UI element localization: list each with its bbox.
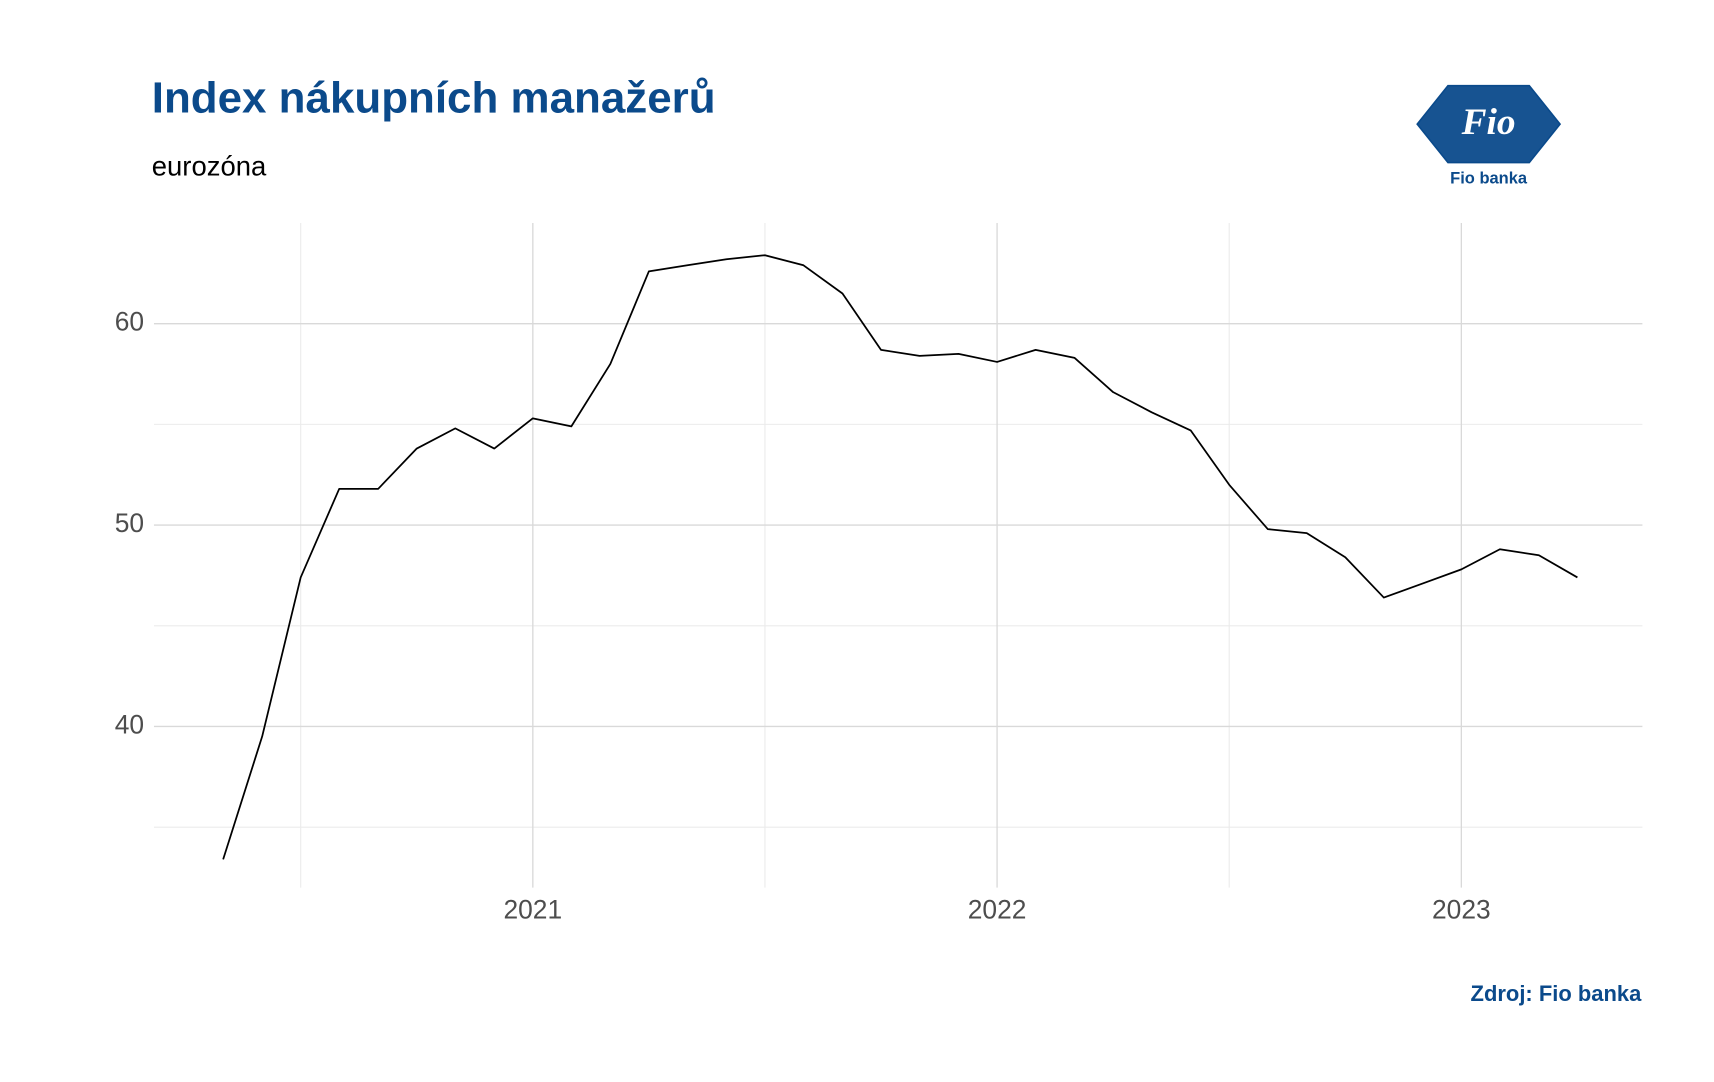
x-tick-label: 2021 [503, 895, 562, 925]
chart-title: Index nákupních manažerů [152, 74, 716, 123]
chart-subtitle: eurozóna [152, 150, 267, 181]
logo-name: Fio banka [1450, 169, 1528, 187]
y-tick-label: 60 [115, 307, 144, 337]
source: Zdroj: Fio banka [1471, 981, 1643, 1006]
logo: Fio Fio banka [1416, 84, 1562, 187]
line [222, 254, 1578, 860]
y-tick-label: 50 [115, 508, 144, 538]
x-tick-label: 2022 [968, 895, 1027, 925]
y-tick-label: 40 [115, 709, 144, 739]
x-tick-label: 2023 [1432, 895, 1491, 925]
logo-mark: Fio [1461, 102, 1516, 143]
logo-shape [1417, 85, 1561, 163]
